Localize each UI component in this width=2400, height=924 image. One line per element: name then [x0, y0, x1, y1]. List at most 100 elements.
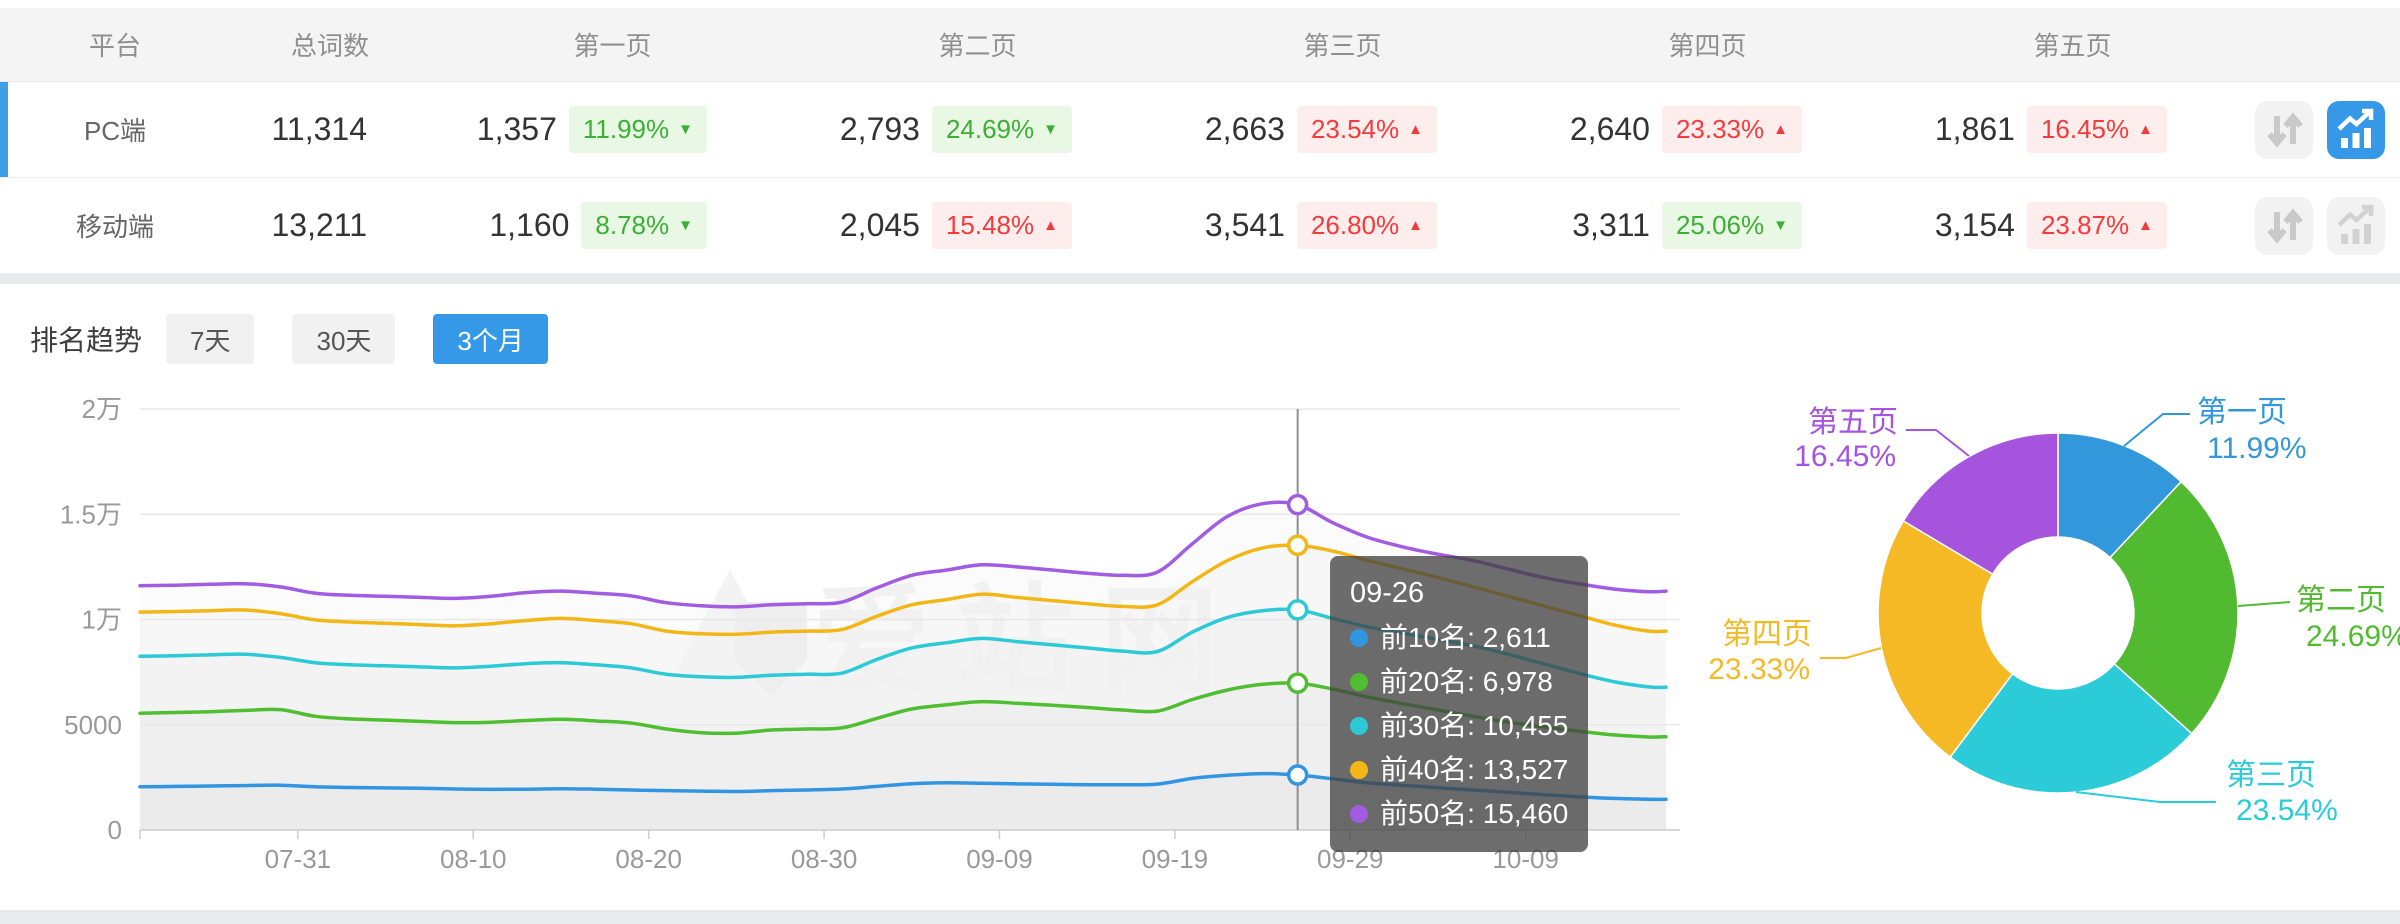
donut-slice-第一页[interactable]	[2057, 432, 2183, 559]
page-4-percent-badge: 25.06% ▼	[1661, 202, 1802, 249]
page-3-count: 3,541	[1204, 207, 1285, 243]
y-axis-label-0: 0	[108, 815, 122, 845]
range-tab-7天[interactable]: 7天	[166, 314, 255, 364]
triangle-down-icon: ▼	[1773, 217, 1788, 234]
trend-toolbar: 排名趋势 7天 30天 3个月	[0, 284, 2400, 368]
y-axis-label-5000: 5000	[64, 710, 122, 740]
donut-slice-第三页[interactable]	[1949, 662, 2193, 794]
section-divider	[0, 274, 2400, 284]
page-5-percent-badge: 16.45% ▲	[2026, 106, 2167, 153]
percent-value: 8.78%	[595, 210, 670, 240]
donut-label-第三页: 第三页	[2226, 759, 2316, 792]
page-5-count: 1,861	[1934, 111, 2015, 147]
platform-label: 移动端	[75, 212, 154, 242]
page-5-count: 3,154	[1934, 207, 2015, 243]
donut-label-pct-第三页: 23.54%	[2236, 794, 2338, 827]
page-3-cell: 2,663 23.54% ▲	[1160, 106, 1525, 153]
page-footer-strip	[0, 910, 2400, 924]
donut-label-pct-第一页: 11.99%	[2207, 432, 2307, 465]
column-header-5: 第三页	[1303, 31, 1382, 61]
range-tab-3个月[interactable]: 3个月	[433, 314, 548, 364]
x-axis-label-08-10: 08-10	[440, 844, 507, 874]
row-actions	[2255, 196, 2400, 255]
triangle-down-icon: ▼	[1043, 121, 1058, 138]
x-axis-label-09-09: 09-09	[966, 844, 1033, 874]
donut-label-第四页: 第四页	[1722, 618, 1812, 651]
percent-value: 23.87%	[2040, 210, 2130, 240]
donut-label-第一页: 第一页	[2197, 396, 2287, 429]
column-header-7: 第五页	[2033, 31, 2112, 61]
triangle-up-icon: ▲	[1773, 121, 1788, 138]
x-axis-label-09-29: 09-29	[1317, 844, 1384, 874]
series-line-前50名	[138, 500, 1668, 609]
page-3-percent-badge: 26.80% ▲	[1296, 202, 1437, 249]
show-trend-button[interactable]	[2327, 196, 2385, 255]
page-4-cell: 2,640 23.33% ▲	[1525, 106, 1890, 153]
column-header-6: 第四页	[1668, 31, 1747, 61]
table-header: 平台 总词数 第一页 第二页 第三页 第四页 第五页	[0, 8, 2400, 82]
donut-leader-line-第五页	[1906, 429, 1970, 457]
marker-point-前50名	[1286, 493, 1309, 516]
marker-point-前40名	[1286, 534, 1309, 557]
percent-value: 23.33%	[1675, 114, 1765, 144]
donut-slice-第四页[interactable]	[1877, 519, 2014, 759]
percent-value: 26.80%	[1310, 210, 1400, 240]
page-2-cell: 2,793 24.69% ▼	[795, 106, 1160, 153]
percent-value: 11.99%	[582, 114, 670, 144]
donut-leader-line-第三页	[2075, 791, 2216, 803]
row-actions	[2255, 100, 2400, 159]
y-axis-label-2万: 2万	[82, 394, 122, 424]
trend-chart-icon	[2337, 204, 2374, 244]
donut-slice-第二页[interactable]	[2108, 480, 2239, 735]
page-1-count: 1,357	[476, 111, 557, 147]
column-header-2: 总词数	[290, 31, 369, 61]
range-tab-30天[interactable]: 30天	[292, 314, 396, 364]
sort-icon	[2267, 111, 2303, 148]
platform-label: PC端	[83, 116, 147, 146]
donut-label-pct-第四页: 23.33%	[1708, 653, 1810, 686]
page-1-percent-badge: 8.78% ▼	[581, 202, 707, 249]
page-1-percent-badge: 11.99% ▼	[568, 106, 707, 153]
percent-value: 25.06%	[1675, 210, 1765, 240]
sort-button[interactable]	[2255, 196, 2313, 255]
triangle-up-icon: ▲	[1408, 217, 1423, 234]
page-3-percent-badge: 23.54% ▲	[1296, 106, 1437, 153]
page-2-percent-badge: 24.69% ▼	[931, 106, 1072, 153]
trend-chart-canvas[interactable]: 爱站网 0 5000 1万 1.5万 2万 07-31 08-10 08-20 08-30 09-0…	[0, 370, 2400, 924]
marker-point-前20名	[1286, 672, 1309, 694]
page-5-percent-badge: 23.87% ▲	[2026, 202, 2167, 249]
x-axis-label-10-09: 10-09	[1492, 844, 1559, 874]
page-4-count: 3,311	[1572, 207, 1650, 243]
y-axis-label-1.5万: 1.5万	[60, 499, 122, 529]
page-2-count: 2,045	[839, 207, 920, 243]
page-4-count: 2,640	[1569, 111, 1650, 147]
ranking-table: PC端 11,314 1,357 11.99% ▼ 2,793 24.69% ▼ 2,663 23…	[0, 82, 2400, 274]
donut-slice-第五页[interactable]	[1902, 432, 2059, 576]
selected-row-indicator	[0, 82, 8, 177]
triangle-down-icon: ▼	[678, 121, 693, 138]
page-5-cell: 3,154 23.87% ▲	[1890, 202, 2255, 249]
donut-label-pct-第五页: 16.45%	[1794, 440, 1896, 473]
watermark: 爱站网	[665, 570, 1218, 708]
table-row-PC端[interactable]: PC端 11,314 1,357 11.99% ▼ 2,793 24.69% ▼ 2,663 23…	[0, 82, 2400, 178]
x-axis-label-08-20: 08-20	[615, 844, 682, 874]
x-axis-label-09-19: 09-19	[1142, 844, 1209, 874]
percent-value: 24.69%	[945, 114, 1035, 144]
sort-button[interactable]	[2255, 100, 2313, 159]
triangle-up-icon: ▲	[1043, 217, 1058, 234]
column-header-4: 第二页	[938, 31, 1017, 61]
sort-icon	[2267, 207, 2303, 244]
donut-label-第二页: 第二页	[2296, 584, 2386, 617]
page-4-percent-badge: 23.33% ▲	[1661, 106, 1802, 153]
show-trend-button[interactable]	[2327, 100, 2385, 159]
page-1-count: 1,160	[489, 207, 570, 243]
x-axis-label-07-31: 07-31	[265, 844, 332, 874]
trend-title: 排名趋势	[30, 325, 143, 356]
column-header-3: 第一页	[573, 31, 652, 61]
triangle-up-icon: ▲	[1408, 121, 1423, 138]
total-words-value: 13,211	[271, 207, 368, 243]
column-header-1: 平台	[88, 31, 141, 61]
donut-label-第五页: 第五页	[1808, 406, 1898, 439]
table-row-移动端[interactable]: 移动端 13,211 1,160 8.78% ▼ 2,045 15.48% ▲ 3,541 26.…	[0, 178, 2400, 274]
percent-value: 15.48%	[945, 210, 1035, 240]
